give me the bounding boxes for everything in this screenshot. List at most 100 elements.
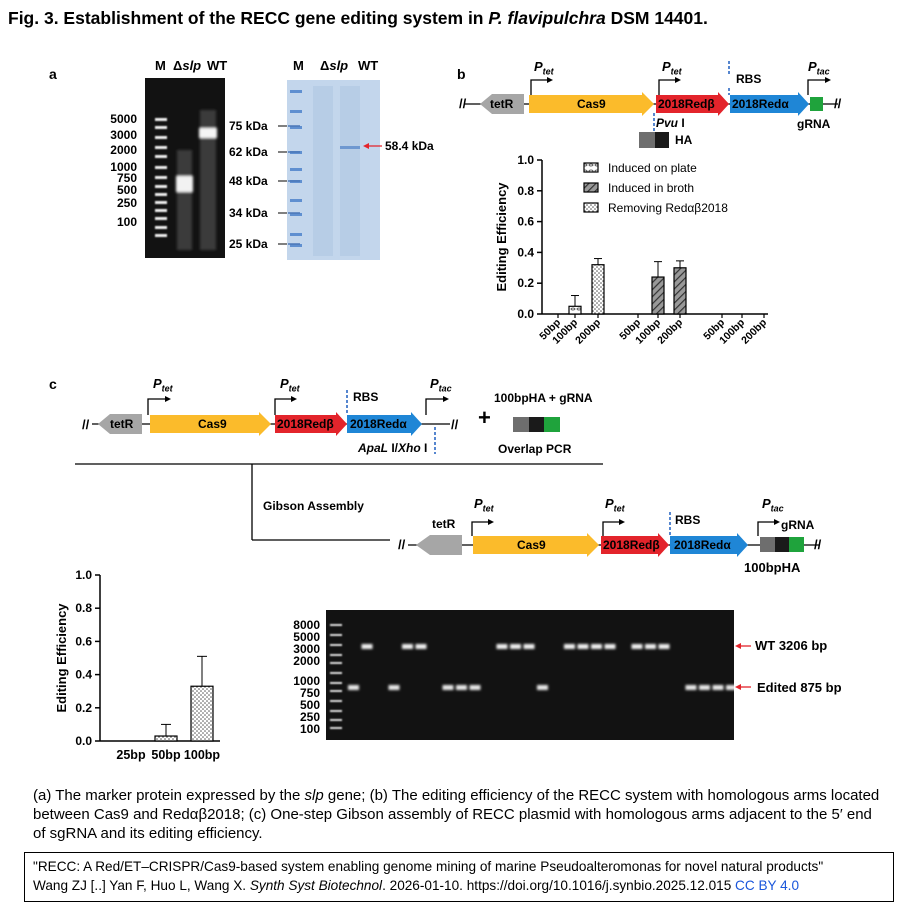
- bar-b: [651, 276, 665, 315]
- redb-label-c1: 2018Redβ: [277, 417, 334, 431]
- ptet-label-c2a: Ptet: [474, 496, 494, 514]
- pvu-label: Pvu I: [656, 116, 685, 130]
- gel-lane-m: M: [155, 58, 166, 73]
- legend-label-b: Removing Redαβ2018: [608, 201, 728, 215]
- y-axis-label-b: Editing Efficiency: [494, 182, 509, 292]
- overlap-pcr-label: Overlap PCR: [498, 442, 572, 456]
- figure-caption: (a) The marker protein expressed by the …: [33, 787, 880, 842]
- y-tick-label-c: 0.2: [75, 701, 92, 715]
- y-tick-label-b: 0.0: [517, 307, 534, 321]
- blot-marker-48: 48 kDa: [229, 174, 268, 188]
- slash-right-c1: //: [451, 417, 459, 432]
- gel-band-edited: [456, 685, 467, 690]
- bar-b: [568, 305, 582, 315]
- citation-box: "RECC: A Red/ET–CRISPR/Cas9-based system…: [24, 852, 894, 902]
- gel-band-wt: [564, 644, 575, 649]
- gel-band-edited: [699, 685, 710, 690]
- gel-band-wt: [415, 644, 427, 649]
- edited-band-label: Edited 875 bp: [757, 680, 842, 695]
- apal-xho-label: ApaL I/Xho I: [358, 441, 428, 455]
- reda-label-c1: 2018Redα: [350, 417, 407, 431]
- slash-right-c2: //: [814, 537, 822, 552]
- cas9-label-b: Cas9: [577, 97, 606, 111]
- grna-label-b: gRNA: [797, 117, 831, 131]
- y-tick-label-b: 0.6: [517, 215, 534, 229]
- y-tick-label-c: 1.0: [75, 568, 92, 582]
- ptet-label-c1b: Ptet: [280, 376, 300, 394]
- gel-band-wt: [645, 644, 656, 649]
- gel-band-wt: [591, 644, 602, 649]
- blot-lane-dslp: Δslp: [320, 58, 349, 73]
- cas9-arrow: [529, 92, 654, 116]
- construct-c2: [408, 512, 820, 557]
- doi-link[interactable]: https://doi.org/10.1016/j.synbio.2025.12…: [466, 878, 732, 893]
- gel-band-wt: [361, 644, 373, 649]
- reda-label-b: 2018Redα: [732, 97, 789, 111]
- legend-label-b: Induced in broth: [608, 181, 694, 195]
- assembly-lines: [75, 463, 603, 541]
- plus-sign: +: [478, 405, 491, 430]
- x-tick-label-c: 25bp: [116, 748, 146, 762]
- figure-title: Fig. 3. Establishment of the RECC gene e…: [8, 8, 708, 28]
- gel-c-markers: 8000 5000 3000 2000 1000 750 500 250 100: [293, 618, 320, 736]
- tetR-label-b: tetR: [490, 97, 514, 111]
- x-tick-label-b: 200bp: [573, 317, 603, 347]
- x-tick-label-c: 50bp: [151, 748, 181, 762]
- construct-b: [464, 61, 838, 148]
- redb-arrow-c1: [275, 412, 347, 436]
- blot-marker-62: 62 kDa: [229, 145, 268, 159]
- grna-label-c2: gRNA: [781, 518, 815, 532]
- legend-label-b: Induced on plate: [608, 161, 697, 175]
- insert-label: 100bpHA + gRNA: [494, 391, 593, 405]
- slash-left-b: //: [459, 96, 467, 111]
- redb-label-b: 2018Redβ: [658, 97, 715, 111]
- citation-details: Wang ZJ [..] Yan F, Huo L, Wang X. Synth…: [33, 878, 800, 893]
- gel-band-wt: [577, 644, 589, 649]
- gel-lane-dslp: Δslp: [173, 58, 202, 73]
- gel-band-wt: [604, 644, 616, 649]
- panel-letter-a: a: [49, 66, 57, 82]
- panel-letter-b: b: [457, 66, 466, 82]
- slash-left-c1: //: [82, 417, 90, 432]
- gel-band-wt: [523, 644, 535, 649]
- x-tick-label-b: 200bp: [739, 317, 769, 347]
- ptet-label-b1: Ptet: [534, 59, 554, 77]
- panel-letter-c: c: [49, 376, 57, 392]
- ha-label-b: HA: [675, 133, 693, 147]
- protein-gel-a: [287, 80, 380, 260]
- redb-arrow: [656, 92, 729, 116]
- ptac-label-b: Ptac: [808, 59, 830, 77]
- bar-c: [154, 735, 178, 742]
- license-link[interactable]: CC BY 4.0: [735, 878, 800, 893]
- blot-marker-75: 75 kDa: [229, 119, 268, 133]
- tetR-arrow-c2: [416, 535, 462, 555]
- y-tick-label-b: 0.4: [517, 245, 534, 259]
- rbs-label-b: RBS: [736, 72, 762, 86]
- blot-marker-25: 25 kDa: [229, 237, 268, 251]
- ptet-label-c1a: Ptet: [153, 376, 173, 394]
- tetR-label-c1: tetR: [110, 417, 134, 431]
- gel-c: [326, 610, 734, 740]
- gel-c-arrows: [735, 643, 751, 690]
- band-arrow: [363, 143, 382, 149]
- gel-band-edited: [469, 685, 481, 690]
- reda-arrow-c1: [347, 412, 422, 436]
- y-tick-label-c: 0.4: [75, 668, 92, 682]
- gibson-label: Gibson Assembly: [263, 499, 364, 513]
- ptet-label-c2b: Ptet: [605, 496, 625, 514]
- blot-marker-34: 34 kDa: [229, 206, 268, 220]
- gel-band-edited: [726, 685, 734, 690]
- ptac-label-c2: Ptac: [762, 496, 784, 514]
- slash-right-b: //: [834, 96, 842, 111]
- gel-band-wt: [402, 644, 413, 649]
- tetR-arrow-c1: [98, 414, 142, 434]
- reda-label-c2: 2018Redα: [674, 538, 731, 552]
- cas9-label-c1: Cas9: [198, 417, 227, 431]
- gel-band-wt: [631, 644, 643, 649]
- gel-band-edited: [712, 685, 724, 690]
- dna-gel-a: [145, 78, 225, 258]
- grna-box: [810, 97, 823, 111]
- ha100-label: 100bpHA: [744, 560, 801, 575]
